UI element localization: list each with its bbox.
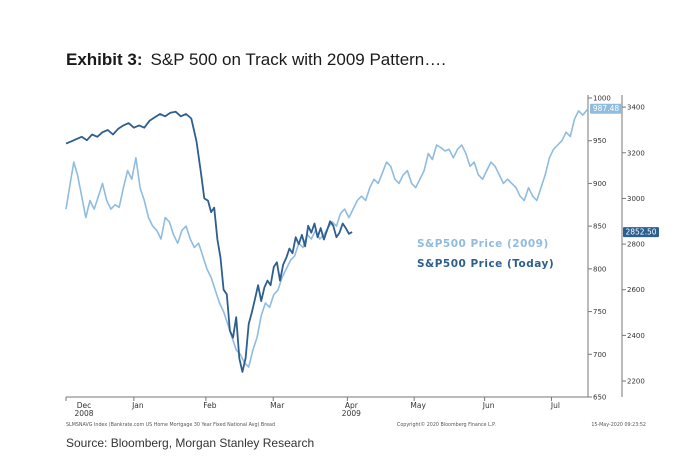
x-axis-tick-sublabel: 2008 — [74, 409, 93, 418]
right-axis-tick-label: 2800 — [627, 241, 645, 249]
x-axis-tick-sublabel: 2009 — [342, 409, 361, 418]
right-axis-tick-label: 3000 — [627, 195, 645, 203]
x-axis-tick-label: Jul — [550, 401, 560, 410]
chart-title: Exhibit 3: S&P 500 on Track with 2009 Pat… — [66, 50, 446, 70]
x-axis-tick-label: May — [410, 401, 426, 410]
left-axis-tick-label: 700 — [593, 351, 606, 359]
left-axis-tick-label: 850 — [593, 223, 606, 231]
plot-frame — [66, 95, 623, 398]
legend-item-2009: S&P500 Price (2009) — [417, 238, 549, 250]
left-axis-tick-label: 900 — [593, 180, 606, 188]
left-axis-tick-label: 950 — [593, 137, 606, 145]
right-axis-tick-label: 2600 — [627, 286, 645, 294]
exhibit-title: S&P 500 on Track with 2009 Pattern…. — [150, 50, 446, 69]
footnote-copyright: Copyright© 2020 Bloomberg Finance L.P. — [397, 421, 496, 428]
exhibit-label: Exhibit 3: — [66, 50, 143, 69]
x-axis-tick-label: Mar — [270, 401, 285, 410]
right-axis-tick-label: 2400 — [627, 332, 645, 340]
x-axis-tick-label: Jan — [131, 401, 144, 410]
footnote-index: SLMSNAVG Index (Bankrate.com US Home Mor… — [66, 422, 275, 428]
x-axis-tick-label: Jun — [482, 401, 495, 410]
source-note: Source: Bloomberg, Morgan Stanley Resear… — [66, 436, 315, 450]
last-value-badge-2009: 987.48 — [590, 103, 622, 114]
right-axis: 2200 2400 2600 2800 3000 3200 3400 — [622, 104, 645, 386]
last-value-today: 2852.50 — [625, 228, 656, 237]
left-axis-tick-label: 1000 — [593, 95, 611, 103]
right-axis-tick-label: 3400 — [627, 104, 645, 112]
x-axis-tick-label: Dec — [77, 401, 92, 410]
left-axis-tick-label: 750 — [593, 308, 606, 316]
last-value-2009: 987.48 — [593, 104, 619, 113]
left-axis: 650 700 750 800 850 900 950 1000 — [588, 95, 611, 402]
legend-item-today: S&P500 Price (Today) — [417, 258, 554, 270]
footnote-timestamp: 15-May-2020 09:23:52 — [591, 422, 646, 428]
last-value-badge-today: 2852.50 — [623, 227, 659, 238]
left-axis-tick-label: 800 — [593, 265, 606, 273]
right-axis-tick-label: 3200 — [627, 149, 645, 157]
x-axis-tick-label: Feb — [203, 401, 217, 410]
left-axis-tick-label: 650 — [593, 394, 606, 402]
right-axis-tick-label: 2200 — [627, 378, 645, 386]
x-axis-tick-label: Apr — [345, 401, 359, 410]
series-line-today — [65, 110, 353, 373]
